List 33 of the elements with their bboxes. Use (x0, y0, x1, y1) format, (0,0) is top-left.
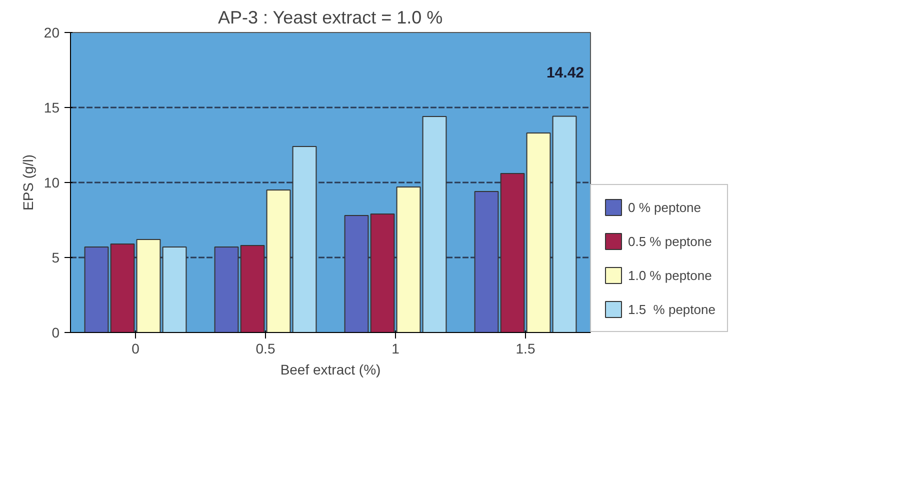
legend-label: 1.5 % peptone (628, 302, 716, 316)
y-tick-label: 20 (44, 24, 60, 40)
x-tick-label: 0.5 (256, 340, 276, 356)
y-tick-label: 5 (52, 250, 60, 266)
bar (474, 191, 499, 332)
bar (552, 116, 577, 332)
bar (162, 246, 187, 332)
legend-label: 0 % peptone (628, 200, 702, 214)
bar (292, 146, 317, 332)
annotation: 14.42 (546, 64, 584, 82)
bar (110, 244, 135, 332)
y-tick-label: 0 (52, 324, 60, 340)
chart-title: AP-3 : Yeast extract = 1.0 % (218, 8, 443, 28)
x-tick-label: 1 (392, 340, 400, 356)
bar (240, 245, 265, 332)
bar (136, 239, 161, 332)
bar (526, 132, 551, 332)
x-tick-label: 1.5 (516, 340, 536, 356)
bar (84, 246, 109, 332)
bar (214, 246, 239, 332)
x-tick-label: 0 (132, 340, 140, 356)
bar (500, 173, 525, 332)
bar (266, 190, 291, 332)
x-axis-title: Beef extract (%) (280, 362, 381, 378)
bar (396, 186, 421, 332)
legend-label: 1.0 % peptone (628, 268, 712, 282)
y-tick-label: 10 (44, 174, 60, 190)
bar (344, 215, 369, 332)
bar (422, 116, 447, 332)
y-tick-label: 15 (44, 100, 60, 116)
y-axis-title: EPS (g/l) (20, 154, 36, 211)
bar (370, 214, 395, 332)
legend-label: 0.5 % peptone (628, 234, 712, 248)
